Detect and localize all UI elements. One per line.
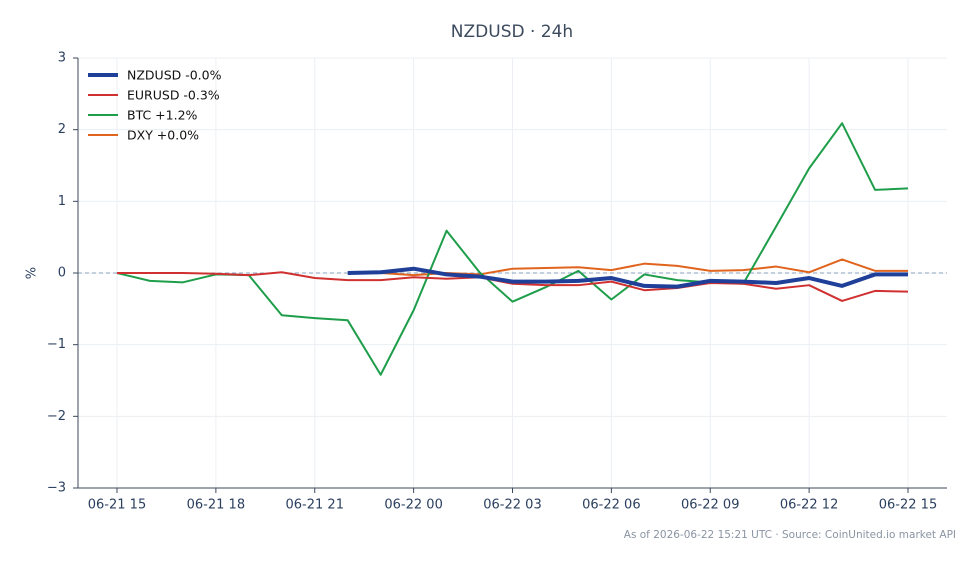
y-tick-label: −3	[47, 481, 66, 496]
y-tick-label: −2	[47, 409, 66, 424]
x-tick-label: 06-22 09	[681, 498, 739, 513]
source-note: As of 2026-06-22 15:21 UTC · Source: Coi…	[624, 529, 956, 541]
legend-label: DXY +0.0%	[127, 128, 199, 143]
y-tick-label: 0	[58, 266, 66, 281]
y-tick-label: 1	[58, 194, 66, 209]
y-tick-label: 3	[58, 51, 66, 66]
chart-title: NZDUSD · 24h	[451, 22, 573, 42]
x-tick-label: 06-21 15	[88, 498, 146, 513]
x-tick-label: 06-22 00	[384, 498, 442, 513]
x-tick-label: 06-22 15	[879, 498, 937, 513]
x-tick-label: 06-22 12	[780, 498, 838, 513]
y-tick-label: 2	[58, 122, 66, 137]
series-line	[117, 271, 909, 302]
y-axis-label: %	[25, 267, 40, 279]
y-tick-label: −1	[47, 337, 66, 352]
x-tick-label: 06-21 21	[286, 498, 344, 513]
series-line	[347, 266, 908, 289]
legend-label: BTC +1.2%	[127, 108, 198, 123]
x-tick-label: 06-22 03	[483, 498, 541, 513]
legend-label: NZDUSD -0.0%	[127, 68, 222, 83]
x-tick-label: 06-22 06	[582, 498, 640, 513]
legend-label: EURUSD -0.3%	[127, 88, 220, 103]
x-tick-label: 06-21 18	[187, 498, 245, 513]
